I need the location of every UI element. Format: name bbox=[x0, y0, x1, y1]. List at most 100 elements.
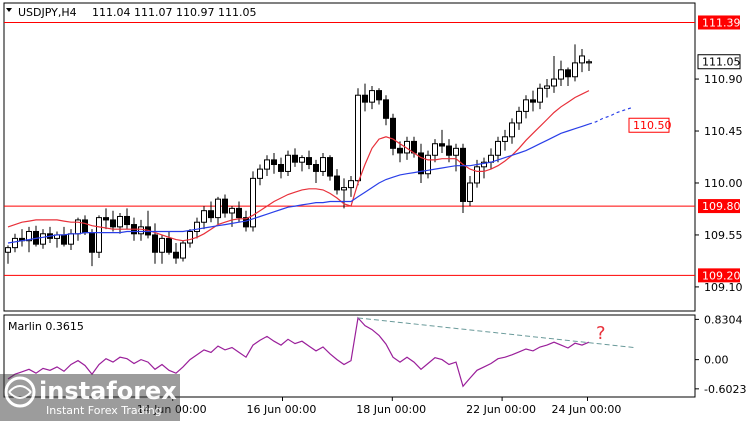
candle-body bbox=[397, 147, 403, 154]
current-price-label: 111.05 bbox=[702, 56, 741, 69]
ma-red-line bbox=[7, 90, 590, 242]
current-price-tag bbox=[697, 54, 741, 70]
oscillator-tick-label: 0.00 bbox=[704, 354, 729, 367]
candle-body bbox=[187, 230, 193, 244]
candle-body bbox=[264, 159, 270, 170]
time-tick-label: 16 Jun 00:00 bbox=[247, 403, 317, 416]
candle-body bbox=[285, 154, 291, 172]
candle-body bbox=[117, 215, 123, 228]
candle-body bbox=[544, 85, 550, 89]
candle-body bbox=[40, 233, 46, 245]
oscillator-trendline bbox=[357, 317, 635, 349]
candle-body bbox=[369, 90, 375, 103]
candle-body bbox=[159, 237, 165, 253]
price-tick-label: 110.00 bbox=[704, 177, 743, 190]
candle-body bbox=[572, 62, 578, 78]
candle-body bbox=[558, 69, 564, 80]
candle-body bbox=[390, 117, 396, 149]
candle-body bbox=[194, 221, 200, 232]
candle-body bbox=[502, 136, 508, 142]
candle-body bbox=[362, 94, 368, 103]
price-tick-label: 110.90 bbox=[704, 73, 743, 86]
candle-body bbox=[306, 157, 312, 166]
candle-body bbox=[250, 177, 256, 228]
candle-body bbox=[341, 187, 347, 191]
candle-body bbox=[173, 251, 179, 259]
candle-body bbox=[474, 166, 480, 184]
candle-body bbox=[565, 69, 571, 78]
ma-blue-projection bbox=[588, 107, 632, 125]
price-axis: 110.90 110.45 110.00 109.55 109.10 111.39 109.… bbox=[695, 15, 743, 294]
candle-body bbox=[257, 168, 263, 179]
oscillator-tick-label: -0.6023 bbox=[704, 383, 746, 396]
candle-body bbox=[215, 198, 221, 219]
candle-body bbox=[425, 154, 431, 175]
candle-body bbox=[432, 143, 438, 156]
candle-body bbox=[103, 217, 109, 221]
candle-body bbox=[82, 219, 88, 234]
candle-body bbox=[579, 55, 585, 64]
oscillator bbox=[7, 316, 635, 388]
candle-body bbox=[530, 99, 536, 103]
candle-body bbox=[334, 175, 340, 191]
header-dropdown-icon[interactable] bbox=[6, 8, 12, 12]
candle-body bbox=[166, 237, 172, 253]
candle-body bbox=[516, 110, 522, 124]
candle-body bbox=[537, 87, 543, 103]
candle-body bbox=[271, 159, 277, 166]
ma-projection-box bbox=[628, 117, 670, 133]
price-tick-label: 109.55 bbox=[704, 229, 743, 242]
candle-body bbox=[68, 233, 74, 245]
oscillator-axis: 0.8304 0.00 -0.6023 bbox=[695, 313, 746, 396]
instaforex-logo: instaforex Instant Forex Trading bbox=[0, 374, 180, 421]
candle-body bbox=[439, 143, 445, 147]
candle-body bbox=[201, 210, 207, 223]
candle-body bbox=[229, 207, 235, 214]
price-tick-label: 109.10 bbox=[704, 281, 743, 294]
time-tick-label: 18 Jun 00:00 bbox=[356, 403, 426, 416]
candle-body bbox=[313, 164, 319, 172]
candle-body bbox=[320, 157, 326, 172]
candle-body bbox=[446, 145, 452, 156]
candle-body bbox=[586, 61, 592, 64]
candle-body bbox=[89, 232, 95, 253]
candle-body bbox=[292, 154, 298, 163]
candle-body bbox=[299, 157, 305, 163]
candle-body bbox=[5, 247, 11, 253]
level-price-label: 109.80 bbox=[702, 200, 741, 213]
logo-globe-icon bbox=[4, 376, 36, 408]
candle-body bbox=[61, 234, 67, 245]
price-tick-label: 110.45 bbox=[704, 125, 743, 138]
candle-body bbox=[376, 90, 382, 101]
level-price-tag bbox=[698, 15, 740, 30]
candle-body bbox=[138, 226, 144, 235]
candle-body bbox=[152, 234, 158, 253]
oscillator-label: Marlin 0.3615 bbox=[8, 320, 84, 333]
ma-blue-line bbox=[7, 123, 590, 244]
candle-body bbox=[236, 207, 242, 219]
candle-body bbox=[208, 210, 214, 219]
candle-body bbox=[551, 78, 557, 87]
level-price-tag bbox=[698, 199, 740, 214]
candle-body bbox=[481, 161, 487, 168]
candle-body bbox=[495, 140, 501, 156]
header-symbol: USDJPY,H4 bbox=[18, 6, 77, 19]
candle-body bbox=[243, 217, 249, 228]
time-tick-label: 24 Jun 00:00 bbox=[552, 403, 622, 416]
candle-body bbox=[418, 152, 424, 175]
candle-body bbox=[509, 122, 515, 138]
level-price-tag bbox=[698, 268, 740, 283]
price-panel bbox=[3, 2, 696, 312]
candle-body bbox=[383, 99, 389, 119]
candle-body bbox=[12, 237, 18, 249]
candle-body bbox=[180, 242, 186, 259]
candle-body bbox=[110, 219, 116, 228]
candle-body bbox=[222, 198, 228, 214]
candle-body bbox=[348, 180, 354, 189]
level-price-label: 111.39 bbox=[702, 16, 741, 29]
candle-body bbox=[453, 147, 459, 156]
candle-body bbox=[278, 164, 284, 172]
oscillator-tick-label: 0.8304 bbox=[704, 313, 743, 326]
